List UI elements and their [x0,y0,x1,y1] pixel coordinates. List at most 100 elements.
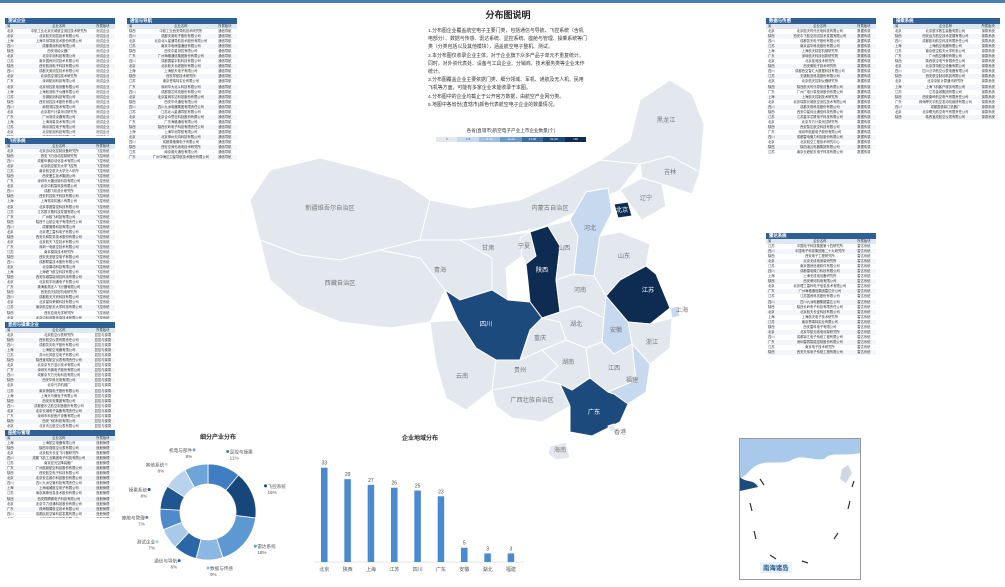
table-row: 陕西 西安微电子技术研究所 数据传感 [766,64,876,70]
table-cell: 数据传感 [857,124,871,129]
column-header-cell: 所属板块 [857,239,871,243]
table-cell: 广州航空器材有限公司 [928,54,962,59]
table-cell: 陕西 [895,114,902,119]
donut-pct: 8% [185,454,192,459]
province-label: 湖南 [562,358,574,366]
table-cell: 座舱管理 [96,441,110,445]
column-header-cell: 企业名称 [52,24,66,28]
table-cell: 上海航天电子技术研究所 [801,314,839,319]
table-cell: 四川 [7,44,14,49]
table-cell: 显控与操乘 [94,333,112,337]
table-cell: 上海航空电器有限公司 [928,44,962,49]
table-row: 陕西 西安测绘仪器厂 测试企业 [5,49,115,54]
table-cell: 雷达系统 [857,254,871,259]
table-cell: 陕西 [5,135,27,136]
table-row: 四川 成都天奥电子股份有限公司 通信导航 [127,34,237,40]
province-label: 辽宁 [640,194,652,202]
table-cell: 上海航空电器有限公司 [42,441,76,445]
table-cell: 四川 [768,299,775,304]
table-row: 上海 上海无线电设备研究所 雷达系统 [766,274,876,279]
column-header-cell: 企业名称 [938,24,952,28]
table-row: 江苏 南京中电熊猫通信有限公司 通信导航 [127,44,237,50]
table-cell: 深圳市航盛电子股份有限公司 [798,129,842,134]
table-row: 江苏 南京测控电子有限公司 测试企业 [5,124,115,130]
table-cell: 南京测控电子有限公司 [42,124,76,129]
table-cell: 陕西 [7,99,14,104]
table-row: 江苏 南京航空航天大学科技有限公司 飞控系统 [5,305,115,311]
table-row: 江苏 江苏数字鹰科技发展有限公司 飞控系统 [5,210,115,215]
table-cell: 江苏 [768,264,775,269]
column-header-cell: 所属板块 [981,24,995,28]
table-row: 广东 广州极飞科技有限公司 飞控系统 [5,214,115,220]
table-cell: 四川 [129,59,136,64]
table-cell: 江苏 [7,124,14,129]
table-cell: 江苏 [768,150,775,155]
table-cell: 广东 [129,84,136,89]
table-row: 上海 上海航空电器有限公司 操乘系统 [893,44,1000,50]
bar-category-label: 广东 [436,566,446,573]
table-cell: 成都爱乐达航空制造股份有限公司 [34,403,84,408]
panel-radar-system-2 [893,170,1000,250]
table-cell: 广东 [129,54,136,59]
donut-label: 飞控系统 [268,483,287,490]
table-cell: 通信导航 [218,74,232,79]
donut-label-dot [164,462,168,466]
table-cell: 上海华测导航技术股份有限公司 [35,39,82,44]
table-cell: 北京神州天鸿科技有限公司 [161,134,201,139]
table-cell: 数据传感 [857,94,871,99]
table-cell: 显控与操乘 [94,373,112,378]
table-cell: 深圳航测科技有限公司 [42,79,76,84]
table-cell: 北京泛华飞机设备有限公司 [27,517,91,518]
table-cell: 北京自动化控制设备研究所 [39,149,79,153]
table-cell: 雷达系统 [857,274,871,279]
table-cell: 上海 [7,486,14,491]
table-cell: 操乘系统 [981,79,995,84]
table-cell: 飞控系统 [96,189,110,194]
table-cell: 江苏 [768,44,775,49]
table-row: 陕西 西安羚控电子科技有限公司 飞控系统 [5,194,115,200]
table-cell: 陕西 [7,446,14,451]
bar-category-label: 江苏 [389,566,399,573]
table-cell: 四川 [7,104,14,109]
table-cell: 北京曙光航空电气有限责任公司 [922,109,969,114]
bar [321,467,328,562]
table-cell: 雷达系统 [857,264,871,269]
table-cell: 座舱管理 [96,466,110,471]
table-cell: 陕西 [7,378,14,383]
table-cell: 四川 [895,104,902,109]
bar-value-label: 25 [415,484,421,490]
table-cell: 飞控系统 [96,204,110,209]
table-cell: 显控与操乘 [94,423,112,428]
table-cell: 广州测试仪器有限公司 [42,114,76,119]
table-cell: 陕西 [7,219,14,224]
table-cell: 北京 [7,501,14,506]
table-row: 陕西 西安电子工程研究所 雷达系统 [766,254,876,259]
province-label: 宁夏 [518,242,530,250]
table-cell: 数据传感 [857,99,871,104]
table-cell: 西安航空仪表有限责任公司 [39,338,79,343]
table-cell: 测试企业 [96,39,110,44]
table-row: 北京 北京遥测技术研究所 数据传感 [766,59,876,64]
table-cell: 西安雷科电子有限公司 [803,324,837,329]
table-row: 陕西 陕西航空电气有限责任公司 操乘系统 [893,59,1000,64]
table-cell: 西安飞行自动控制研究所 [40,154,78,159]
table-cell: 北京中测科技有限公司 [42,54,76,59]
donut-slice [184,463,209,489]
table-cell: 西安电子工程研究所 [805,254,835,259]
column-header-cell: 企业名称 [813,24,827,28]
bar [367,484,375,562]
table-cell: 上海华测导航有限公司 [164,129,198,134]
table-row: 北京 北京航天飞控技术有限公司 飞控系统 [5,240,115,245]
table-cell: 四川 [768,39,775,44]
table-cell: 上海 [7,393,14,398]
table-cell: 通信导航 [218,124,232,129]
table-cell: 通信导航 [218,150,232,155]
table-cell: 陕西 [768,145,775,150]
table-cell: 上海拓攻机器人有限公司 [40,199,78,204]
table-cell: 四川 [7,69,14,74]
table-row: 北京 北京航天长峰股份有限公司 通信导航 [127,64,237,70]
donut-label: 显控与操乘 [230,449,253,456]
table-cell: 操乘系统 [981,59,995,64]
table-cell: 北京 [895,64,902,69]
table-row: 北京 北京中测科技有限公司 测试企业 [5,54,115,60]
